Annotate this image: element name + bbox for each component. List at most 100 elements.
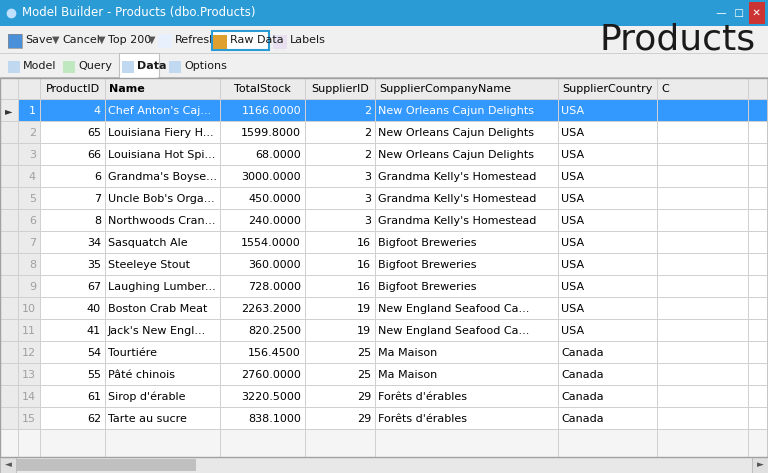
- Bar: [40, 254, 768, 276]
- Bar: [748, 78, 749, 457]
- Bar: [40, 144, 768, 166]
- Bar: [0, 122, 18, 144]
- Text: Jack's New Engl...: Jack's New Engl...: [108, 326, 207, 336]
- Text: Raw Data: Raw Data: [230, 35, 283, 45]
- Bar: [18, 188, 40, 210]
- Text: Ma Maison: Ma Maison: [378, 348, 437, 358]
- Text: New England Seafood Ca...: New England Seafood Ca...: [378, 304, 529, 314]
- Bar: [40, 210, 768, 232]
- Text: Forêts d'érables: Forêts d'érables: [378, 392, 467, 402]
- Text: 2: 2: [364, 150, 371, 160]
- Bar: [0, 143, 768, 144]
- Text: Tarte au sucre: Tarte au sucre: [108, 414, 187, 424]
- Bar: [212, 31, 269, 50]
- Bar: [731, 2, 747, 24]
- Bar: [0, 364, 18, 386]
- Bar: [18, 364, 40, 386]
- Bar: [63, 61, 75, 73]
- Text: 728.0000: 728.0000: [248, 282, 301, 292]
- Bar: [375, 78, 376, 457]
- Text: Cancel: Cancel: [62, 35, 100, 45]
- Text: New Orleans Cajun Delights: New Orleans Cajun Delights: [378, 150, 534, 160]
- Bar: [305, 78, 306, 457]
- Text: Products: Products: [600, 23, 756, 57]
- Bar: [40, 386, 768, 408]
- Text: Canada: Canada: [561, 370, 604, 380]
- Text: Query: Query: [78, 61, 112, 71]
- Text: Boston Crab Meat: Boston Crab Meat: [108, 304, 207, 314]
- Bar: [169, 61, 181, 73]
- Text: Sasquatch Ale: Sasquatch Ale: [108, 238, 187, 248]
- Bar: [0, 297, 768, 298]
- Text: Bigfoot Breweries: Bigfoot Breweries: [378, 260, 476, 270]
- Text: 16: 16: [357, 238, 371, 248]
- Bar: [18, 210, 40, 232]
- Text: Louisiana Hot Spi...: Louisiana Hot Spi...: [108, 150, 215, 160]
- Bar: [767, 78, 768, 457]
- Text: 450.0000: 450.0000: [248, 194, 301, 204]
- Bar: [0, 166, 18, 188]
- Text: USA: USA: [561, 128, 584, 138]
- Bar: [213, 35, 227, 49]
- Bar: [18, 386, 40, 408]
- Bar: [0, 320, 18, 342]
- Bar: [18, 276, 40, 298]
- Text: USA: USA: [561, 238, 584, 248]
- Bar: [749, 2, 765, 24]
- Text: 838.1000: 838.1000: [248, 414, 301, 424]
- Text: USA: USA: [561, 106, 584, 116]
- Bar: [713, 2, 729, 24]
- Text: 10: 10: [22, 304, 36, 314]
- Bar: [0, 165, 768, 166]
- Bar: [220, 78, 221, 457]
- Text: USA: USA: [561, 282, 584, 292]
- Text: 54: 54: [87, 348, 101, 358]
- Text: Save: Save: [25, 35, 52, 45]
- Bar: [0, 276, 18, 298]
- Text: 1599.8000: 1599.8000: [241, 128, 301, 138]
- Text: New Orleans Cajun Delights: New Orleans Cajun Delights: [378, 106, 534, 116]
- Text: ▼: ▼: [148, 35, 155, 45]
- Bar: [0, 429, 768, 430]
- Text: 156.4500: 156.4500: [248, 348, 301, 358]
- Bar: [0, 341, 768, 342]
- Text: 2: 2: [29, 128, 36, 138]
- Text: 6: 6: [29, 216, 36, 226]
- Text: ProductID: ProductID: [45, 84, 100, 94]
- Text: SupplierCountry: SupplierCountry: [562, 84, 652, 94]
- Text: 820.2500: 820.2500: [248, 326, 301, 336]
- Text: 29: 29: [357, 414, 371, 424]
- Text: 61: 61: [87, 392, 101, 402]
- Text: 9: 9: [29, 282, 36, 292]
- Bar: [40, 78, 41, 457]
- Text: USA: USA: [561, 150, 584, 160]
- Text: C: C: [661, 84, 669, 94]
- Bar: [16, 459, 196, 471]
- Bar: [0, 26, 768, 54]
- Bar: [0, 231, 768, 232]
- Bar: [40, 364, 768, 386]
- Text: Pâté chinois: Pâté chinois: [108, 370, 175, 380]
- Bar: [558, 78, 559, 457]
- Text: □: □: [731, 8, 747, 18]
- Bar: [8, 61, 20, 73]
- Text: 1166.0000: 1166.0000: [241, 106, 301, 116]
- Text: TotalStock: TotalStock: [234, 84, 291, 94]
- Bar: [40, 342, 768, 364]
- Text: Options: Options: [184, 61, 227, 71]
- Bar: [119, 53, 159, 77]
- Text: Canada: Canada: [561, 414, 604, 424]
- Bar: [40, 188, 768, 210]
- Bar: [0, 298, 18, 320]
- Text: Sirop d'érable: Sirop d'érable: [108, 392, 186, 402]
- Text: 8: 8: [94, 216, 101, 226]
- Bar: [18, 320, 40, 342]
- Text: USA: USA: [561, 216, 584, 226]
- Text: 55: 55: [87, 370, 101, 380]
- Bar: [273, 35, 287, 49]
- Text: USA: USA: [561, 172, 584, 182]
- Text: ►: ►: [5, 106, 13, 116]
- Text: 3: 3: [29, 150, 36, 160]
- Bar: [40, 122, 768, 144]
- Text: Data: Data: [137, 61, 167, 71]
